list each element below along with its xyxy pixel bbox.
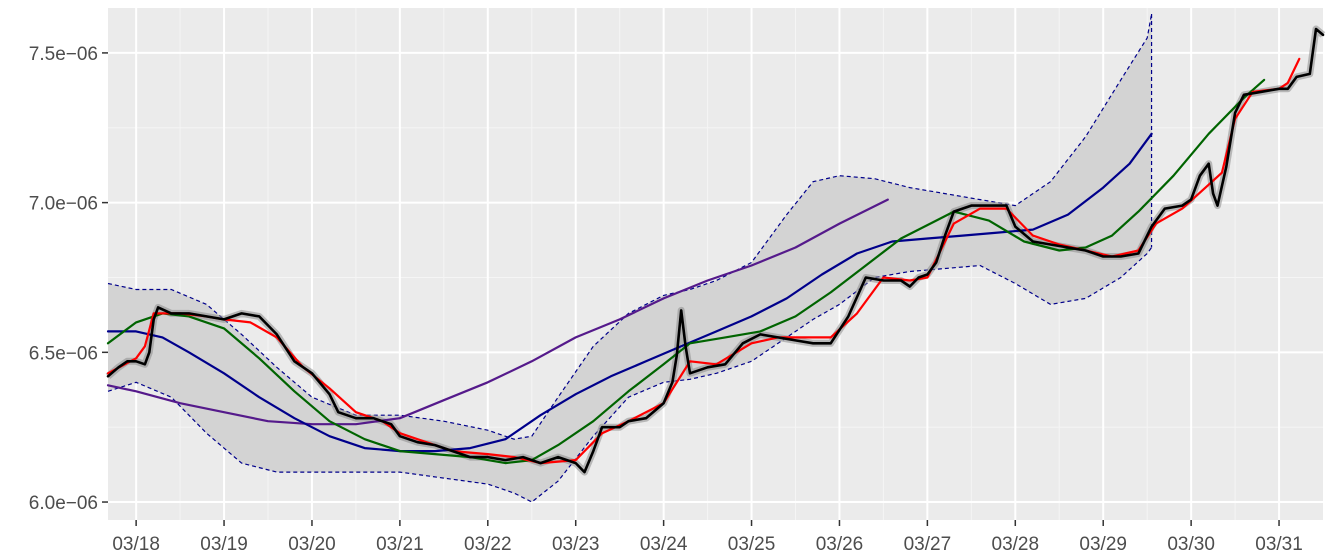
series-lines: [105, 25, 1326, 476]
x-tick-label: 03/18: [112, 534, 160, 555]
x-tick-label: 03/21: [376, 534, 424, 555]
band-fill: [108, 14, 1152, 502]
confidence-band: [107, 13, 1153, 503]
x-tick-label: 03/25: [728, 534, 776, 555]
x-tick-label: 03/20: [288, 534, 336, 555]
x-tick-label: 03/27: [904, 534, 952, 555]
series-line-3: [106, 132, 1153, 453]
y-tick-label: 7.0e−06: [29, 194, 98, 215]
x-tick-label: 03/19: [200, 534, 248, 555]
x-axis: 03/18 03/19 03/20 03/21 03/22 03/23 03/24 03/25…: [112, 520, 1303, 555]
x-tick-label: 03/31: [1255, 534, 1303, 555]
series-line-4: [106, 198, 889, 426]
y-axis: 6.0e−06 6.5e−06 7.0e−06 7.5e−06: [29, 44, 108, 514]
x-tick-label: 03/24: [640, 534, 688, 555]
y-tick-label: 6.5e−06: [29, 343, 98, 364]
x-tick-label: 03/26: [816, 534, 864, 555]
x-tick-label: 03/23: [552, 534, 600, 555]
x-tick-label: 03/30: [1167, 534, 1215, 555]
x-tick-label: 03/22: [464, 534, 512, 555]
x-tick-label: 03/29: [1079, 534, 1127, 555]
y-tick-label: 7.5e−06: [29, 44, 98, 65]
band-upper-line: [107, 13, 1153, 440]
x-tick-label: 03/28: [992, 534, 1040, 555]
y-tick-label: 6.0e−06: [29, 493, 98, 514]
series-line-2: [106, 78, 1266, 465]
series-line-0: [106, 27, 1325, 474]
band-lower-line: [107, 247, 1153, 503]
